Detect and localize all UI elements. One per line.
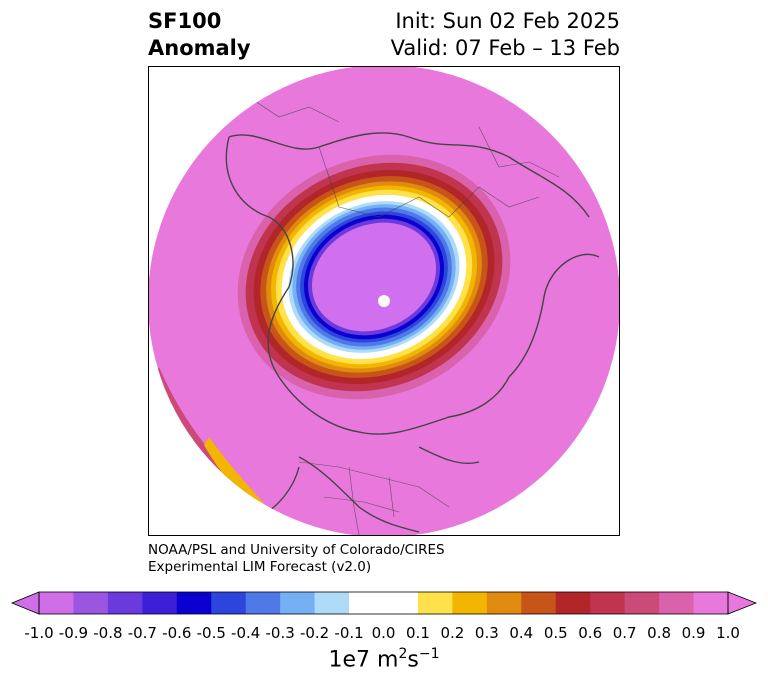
colorbar-cell xyxy=(486,592,522,614)
colorbar-tick-label: 0.0 xyxy=(371,624,396,642)
colorbar-cell xyxy=(383,592,419,614)
colorbar-tick-label: 0.2 xyxy=(440,624,465,642)
colorbar-tick-label: -0.4 xyxy=(231,624,261,642)
colorbar-tick-label: -0.6 xyxy=(162,624,192,642)
colorbar-tick-label: 0.7 xyxy=(612,624,637,642)
colorbar-tick-label: -0.7 xyxy=(127,624,157,642)
colorbar-cell xyxy=(521,592,557,614)
colorbar-cell xyxy=(417,592,453,614)
colorbar-cell xyxy=(211,592,247,614)
colorbar-cell xyxy=(73,592,109,614)
valid-range: Valid: 07 Feb – 13 Feb xyxy=(390,36,620,60)
credit-text: NOAA/PSL and University of Colorado/CIRE… xyxy=(148,542,445,576)
colorbar-tick-label: -0.3 xyxy=(265,624,295,642)
vortex-core xyxy=(311,222,437,332)
title-variable: SF100 xyxy=(148,9,222,33)
colorbar-tick-label: -1.0 xyxy=(24,624,54,642)
colorbar-cell xyxy=(176,592,212,614)
colorbar-tick-label: -0.1 xyxy=(334,624,364,642)
units-mid: s xyxy=(407,647,419,673)
coastlines xyxy=(225,132,600,533)
colorbar-tick-label: 0.4 xyxy=(509,624,534,642)
colorbar-cell xyxy=(452,592,488,614)
colorbar-cell xyxy=(142,592,178,614)
colorbar-tick-label: -0.2 xyxy=(299,624,330,642)
plot-dates: Init: Sun 02 Feb 2025 Valid: 07 Feb – 13… xyxy=(391,8,620,62)
colorbar-cell xyxy=(590,592,626,614)
units-base: 1e7 m xyxy=(328,647,399,673)
colorbar-tick-label: 0.9 xyxy=(681,624,706,642)
colorbar-cell xyxy=(280,592,316,614)
polar-map xyxy=(149,67,619,535)
colorbar-units: 1e7 m2s−1 xyxy=(0,646,768,672)
colorbar-tick-label: -0.8 xyxy=(93,624,123,642)
colorbar-tick-label: 0.1 xyxy=(406,624,430,642)
credit-line-2: Experimental LIM Forecast (v2.0) xyxy=(148,559,372,575)
colorbar-outline xyxy=(38,591,729,615)
colorbar-cell xyxy=(314,592,350,614)
colorbar-cell xyxy=(693,592,729,614)
colorbar-extend-right xyxy=(727,591,758,615)
pole-marker xyxy=(378,295,390,307)
units-exp1: 2 xyxy=(398,646,408,662)
colorbar-cell xyxy=(39,592,74,614)
colorbar-tick-label: 0.3 xyxy=(474,624,499,642)
units-exp2: −1 xyxy=(418,646,440,662)
colorbar-cell xyxy=(245,592,281,614)
colorbar-tick-label: -0.9 xyxy=(58,624,89,642)
colorbar-cell xyxy=(624,592,660,614)
plot-title: SF100 Anomaly xyxy=(148,8,251,62)
colorbar-cell xyxy=(349,592,384,614)
colorbar xyxy=(10,591,758,615)
colorbar-extend-left xyxy=(10,591,40,615)
credit-line-1: NOAA/PSL and University of Colorado/CIRE… xyxy=(148,542,445,558)
map-panel xyxy=(148,66,620,536)
colorbar-tick-label: 1.0 xyxy=(716,624,740,642)
colorbar-tick-label: 0.5 xyxy=(543,624,568,642)
title-anomaly: Anomaly xyxy=(148,36,251,60)
colorbar-cell xyxy=(555,592,591,614)
colorbar-tick-label: 0.6 xyxy=(578,624,603,642)
init-date: Init: Sun 02 Feb 2025 xyxy=(395,9,620,33)
colorbar-cell xyxy=(107,592,143,614)
colorbar-tick-label: 0.8 xyxy=(647,624,672,642)
borders xyxy=(248,96,560,535)
colorbar-cell xyxy=(659,592,695,614)
colorbar-tick-labels: -1.0 -0.9 -0.8 -0.7 -0.6 -0.5 -0.4 -0.3 -0.2 -0.1… xyxy=(0,624,768,646)
colorbar-tick-label: -0.5 xyxy=(196,624,226,642)
